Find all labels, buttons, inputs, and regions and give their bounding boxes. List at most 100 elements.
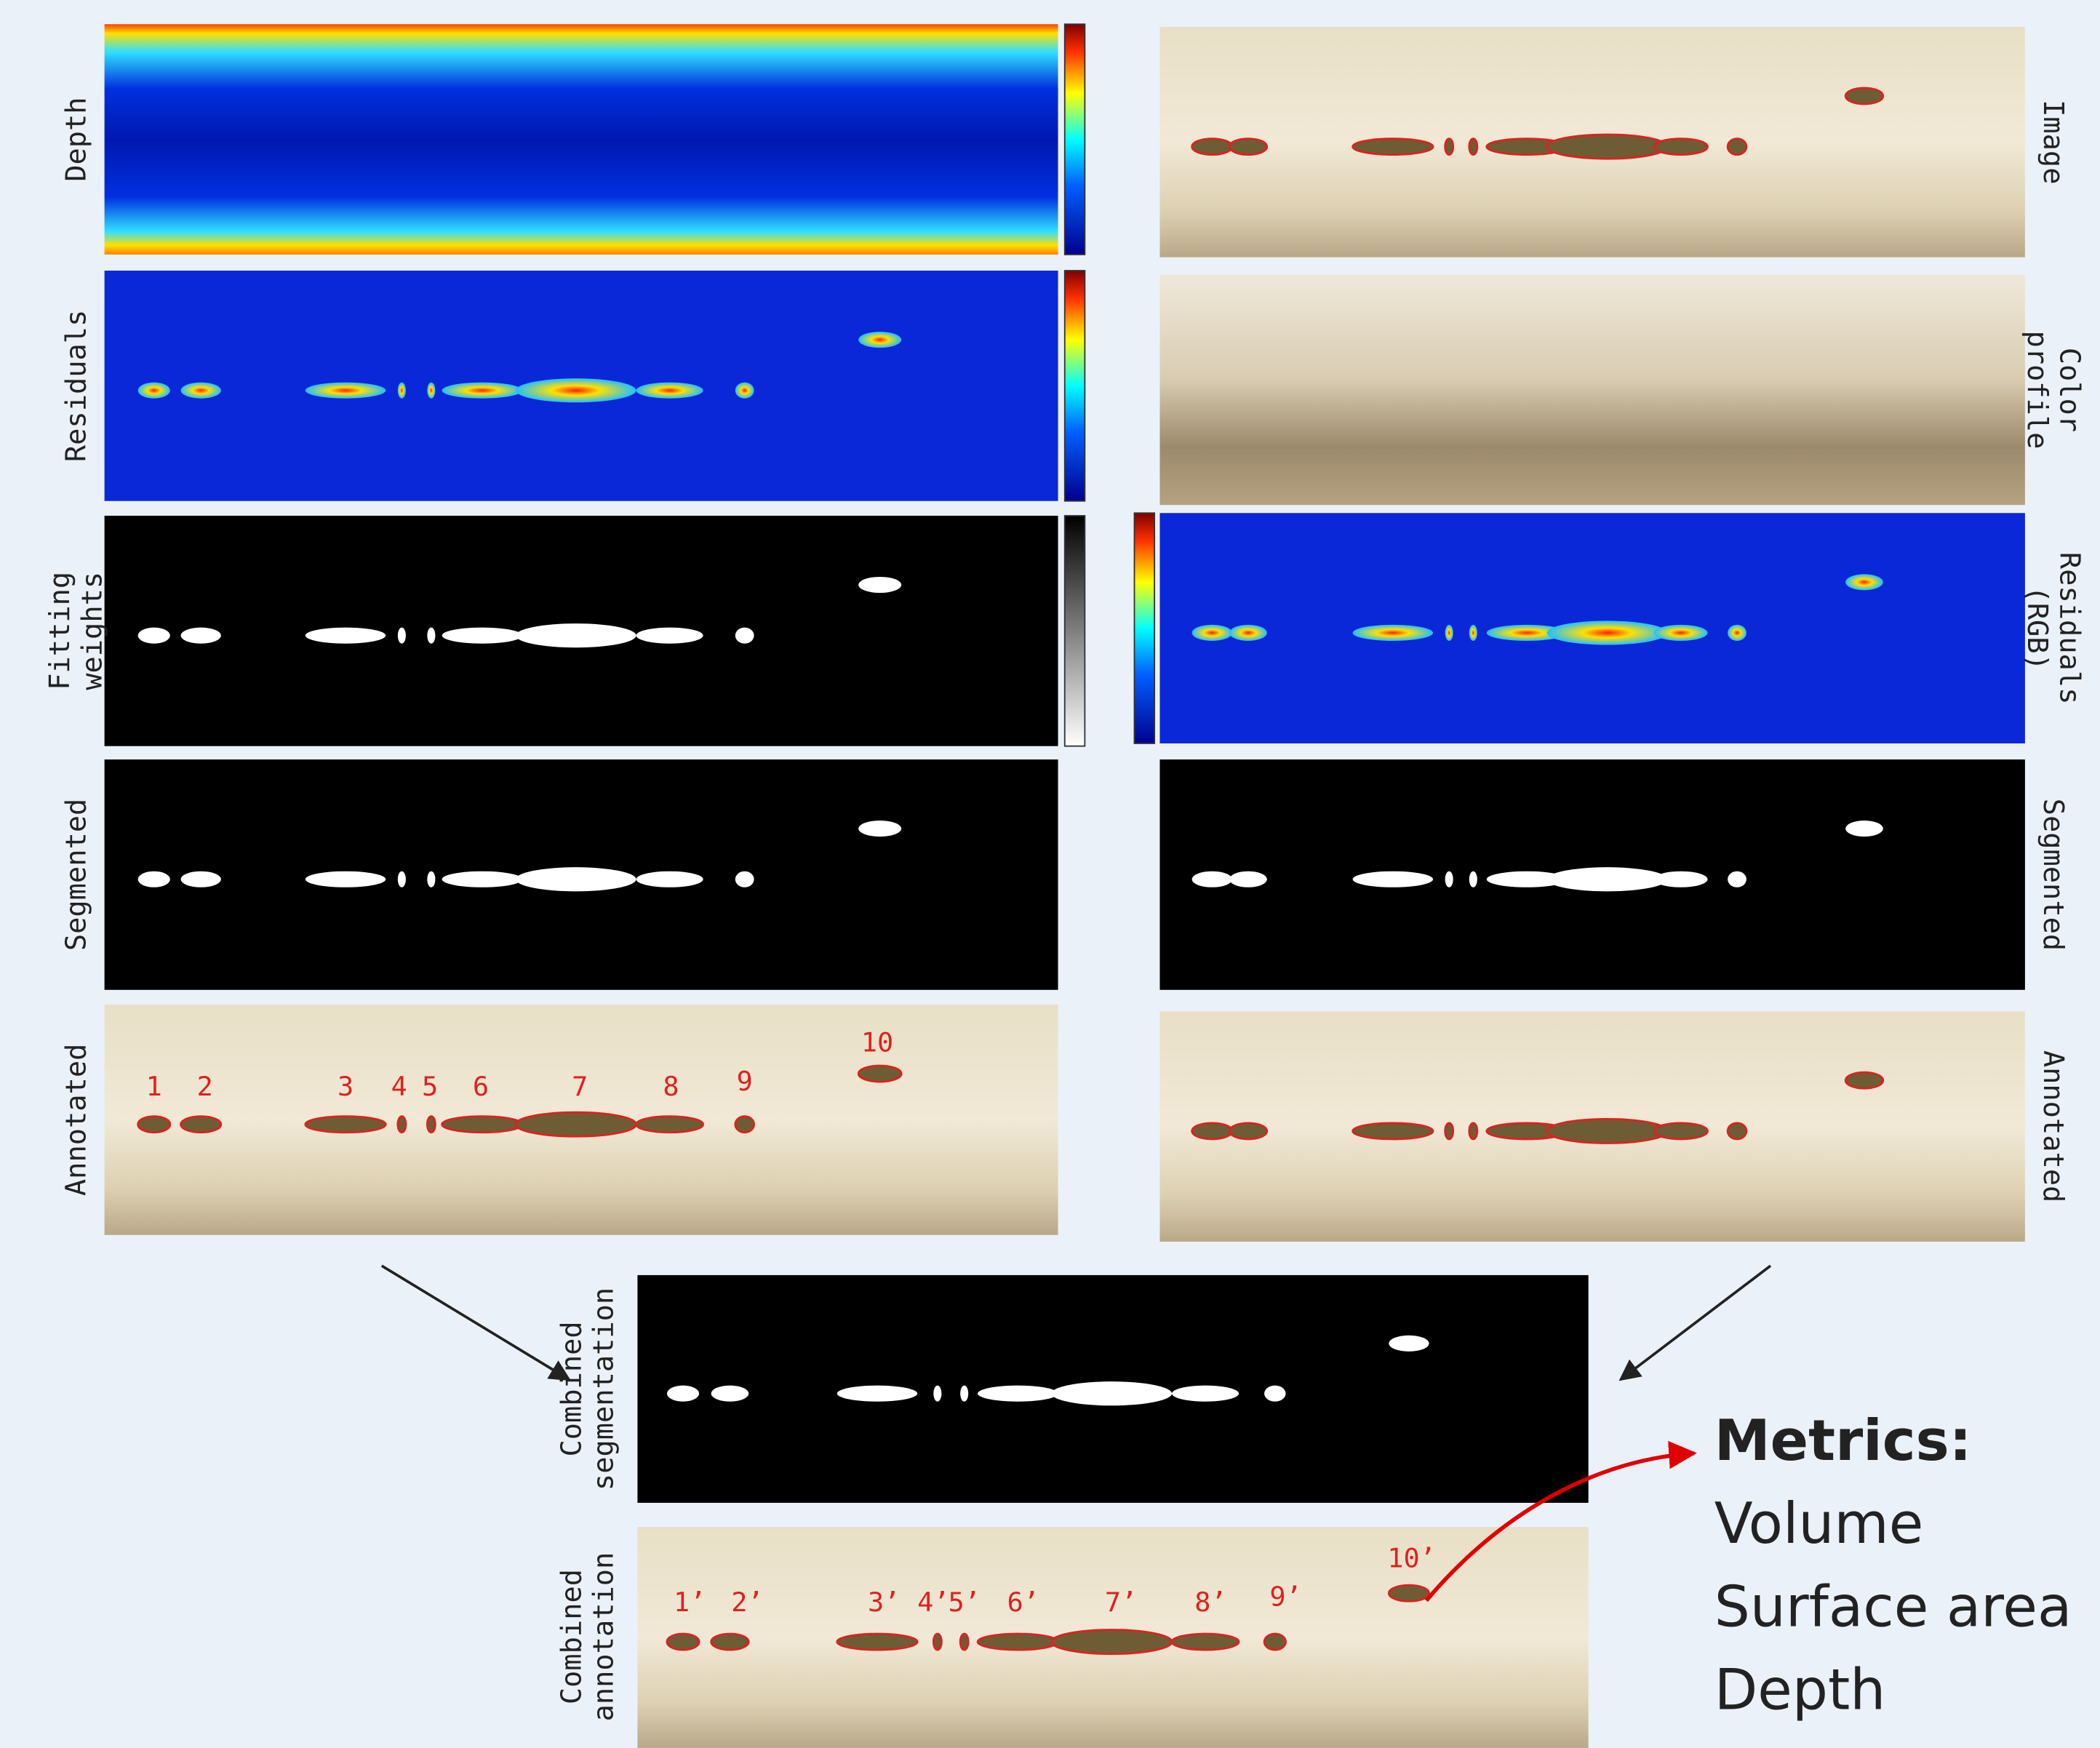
defect	[858, 577, 901, 593]
panel	[1159, 759, 2024, 990]
defect-number: 6	[473, 1071, 489, 1102]
metric: Depth	[1714, 1657, 1886, 1723]
defect	[1389, 1336, 1429, 1352]
panel-label: segmentation	[588, 1288, 620, 1490]
defect	[516, 867, 636, 891]
panel-label: Segmented	[2037, 799, 2069, 951]
defect	[1728, 1123, 1746, 1139]
figure: DepthResidualsFittingweightsSegmentedAnn…	[0, 0, 2100, 1748]
defect-number: 1’	[674, 1587, 706, 1618]
defect	[837, 1634, 917, 1650]
defect-number: 2	[197, 1071, 213, 1102]
defect-number: 4’	[917, 1587, 949, 1618]
defect	[636, 871, 703, 887]
defect	[858, 1066, 901, 1082]
defect	[181, 1117, 221, 1133]
panel-label: Combined	[556, 1321, 588, 1456]
defect	[837, 1386, 917, 1402]
defect	[1845, 821, 1883, 837]
defect	[933, 1634, 941, 1650]
defect	[960, 1386, 968, 1402]
panel	[1159, 275, 2024, 506]
defect	[1469, 139, 1477, 155]
defect-number: 6’	[1007, 1587, 1039, 1618]
defect	[442, 383, 522, 399]
defect-number: 7’	[1105, 1587, 1137, 1618]
panel	[1159, 1011, 2024, 1242]
defect	[138, 1117, 170, 1133]
defect	[398, 871, 406, 887]
defect	[1845, 88, 1883, 104]
defect	[1353, 625, 1433, 641]
defect	[1845, 1072, 1883, 1088]
panel-label: profile	[2021, 330, 2053, 449]
defect	[1445, 1123, 1453, 1139]
defect	[1353, 1123, 1433, 1139]
defect	[1547, 620, 1668, 644]
defect	[1229, 139, 1267, 155]
defect	[427, 1117, 435, 1133]
defect-number: 10’	[1387, 1542, 1436, 1573]
defect	[138, 871, 170, 887]
panel	[1159, 27, 2024, 258]
defect	[398, 383, 406, 399]
defect	[1445, 871, 1453, 887]
defect	[516, 378, 636, 402]
defect	[398, 1117, 406, 1133]
defect	[1654, 871, 1708, 887]
defect	[667, 1386, 699, 1402]
defect	[735, 871, 754, 887]
defect-number: 2’	[731, 1587, 763, 1618]
defect	[442, 1117, 522, 1133]
defect	[1547, 1119, 1668, 1143]
defect	[1172, 1634, 1239, 1650]
defect	[960, 1634, 968, 1650]
colorbar	[1065, 24, 1085, 255]
defect	[1389, 1585, 1429, 1601]
defect-number: 9’	[1269, 1581, 1301, 1613]
defect	[1547, 135, 1668, 159]
metric: Surface area	[1714, 1574, 2072, 1640]
defect	[1445, 625, 1453, 641]
defect	[978, 1634, 1058, 1650]
defect	[181, 871, 221, 887]
defect-number: 5	[422, 1071, 438, 1102]
defect	[1353, 871, 1433, 887]
defect-number: 8	[663, 1071, 679, 1102]
defect	[1051, 1629, 1172, 1653]
defect-number: 5’	[948, 1587, 980, 1618]
defect	[636, 1117, 703, 1133]
defect	[516, 1112, 636, 1136]
defect	[1469, 1123, 1477, 1139]
panel	[105, 1005, 1058, 1235]
defect	[1229, 1123, 1267, 1139]
metrics-title: Metrics:	[1714, 1408, 1972, 1474]
defect	[735, 1117, 754, 1133]
panel	[1159, 513, 2024, 743]
panel-label: weights	[76, 572, 108, 690]
defect	[1264, 1386, 1285, 1402]
panel-label: Image	[2037, 100, 2069, 184]
arrow	[1621, 1266, 1770, 1380]
defect	[1654, 625, 1708, 641]
defect	[516, 623, 636, 647]
panel	[105, 24, 1058, 255]
defect	[1728, 139, 1746, 155]
defect	[1229, 625, 1267, 641]
panel	[105, 271, 1058, 501]
defect	[978, 1386, 1058, 1402]
defect	[427, 628, 435, 644]
defect	[667, 1634, 699, 1650]
defect	[858, 332, 901, 348]
defect-number: 9	[737, 1066, 753, 1097]
defect-number: 3’	[868, 1587, 900, 1618]
arrow	[382, 1266, 570, 1380]
defect	[1654, 139, 1708, 155]
defect-number: 7	[572, 1071, 588, 1102]
colorbar	[1065, 271, 1085, 501]
defect	[306, 1117, 386, 1133]
defect	[1654, 1123, 1708, 1139]
panel-label: Color	[2053, 348, 2085, 432]
defect	[442, 871, 522, 887]
defect-number: 3	[338, 1071, 354, 1102]
